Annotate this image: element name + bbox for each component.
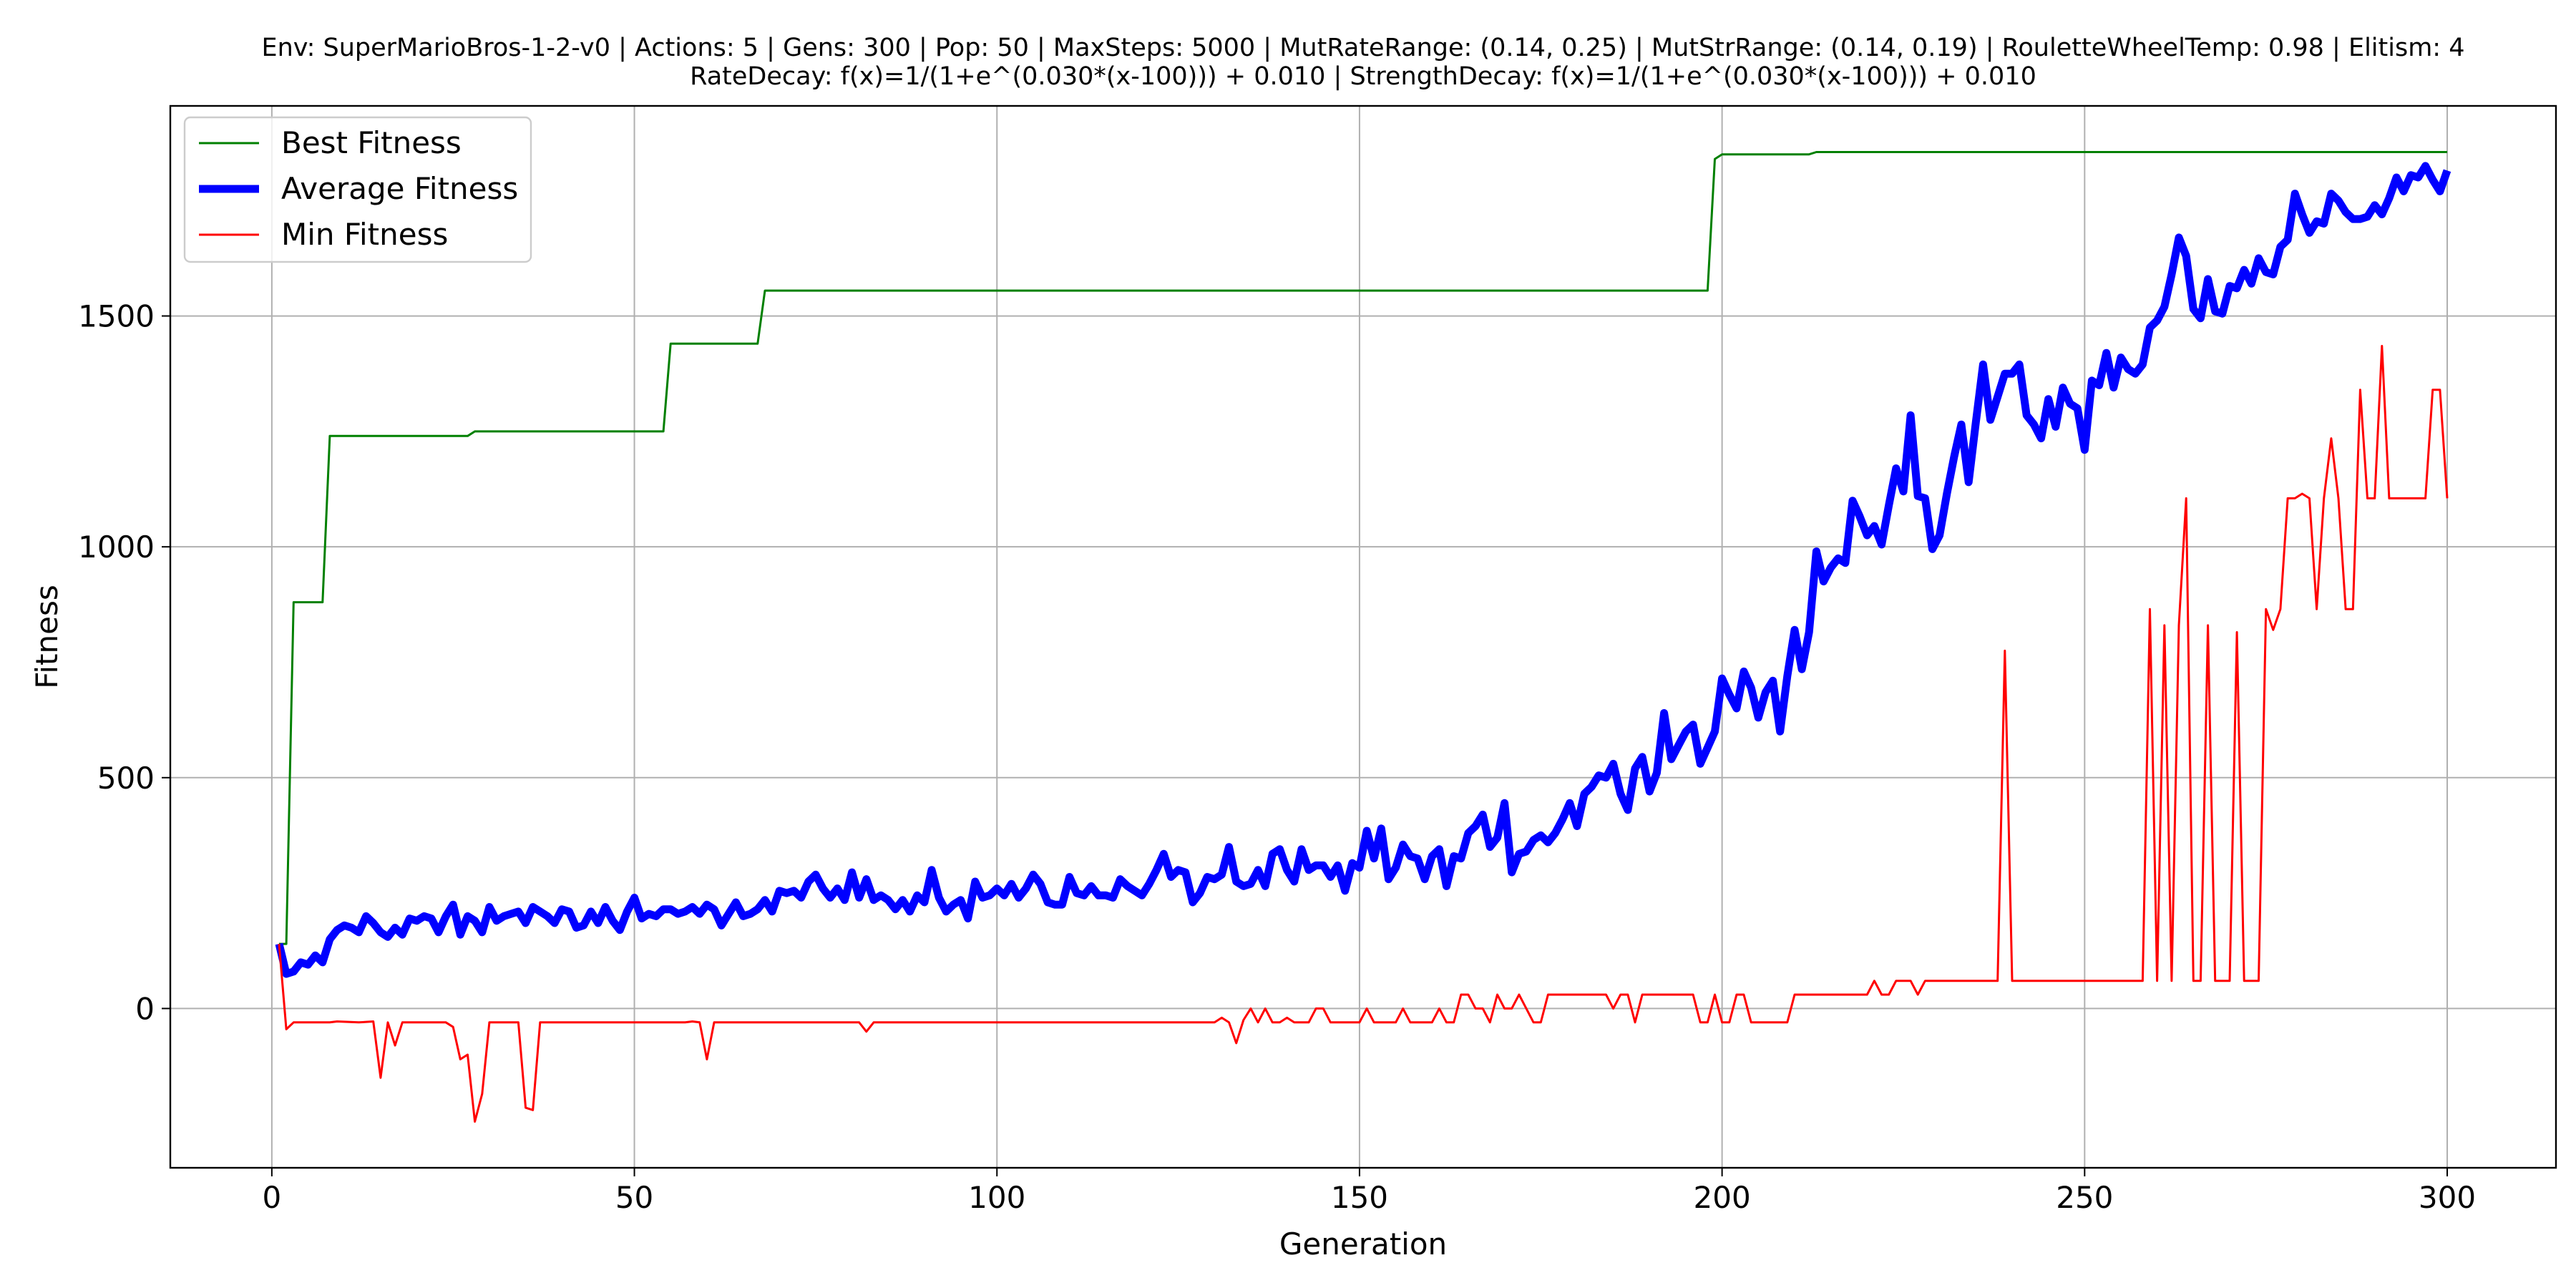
x-axis-label: Generation bbox=[1279, 1226, 1447, 1262]
y-tick-label: 0 bbox=[135, 991, 155, 1026]
x-tick-label: 100 bbox=[968, 1180, 1025, 1215]
legend-label-min: Min Fitness bbox=[281, 217, 448, 252]
x-tick-label: 150 bbox=[1331, 1180, 1388, 1215]
series-line-min-fitness bbox=[278, 345, 2449, 1123]
x-tick-label: 0 bbox=[263, 1180, 282, 1215]
legend-label-average: Average Fitness bbox=[281, 171, 518, 206]
x-tick-label: 200 bbox=[1694, 1180, 1751, 1215]
legend-label-best: Best Fitness bbox=[281, 125, 462, 160]
y-tick-label: 1000 bbox=[78, 530, 155, 565]
chart-title-line-1: Env: SuperMarioBros-1-2-v0 | Actions: 5 … bbox=[262, 34, 2465, 62]
series-lines bbox=[275, 151, 2451, 1123]
series-line-average-fitness bbox=[275, 162, 2451, 978]
y-tick-label: 500 bbox=[97, 761, 155, 796]
y-tick-label: 1500 bbox=[78, 299, 155, 334]
legend-box bbox=[183, 116, 532, 263]
series-line-best-fitness bbox=[279, 151, 2447, 945]
x-tick-label: 300 bbox=[2419, 1180, 2476, 1215]
x-tick-label: 250 bbox=[2056, 1180, 2113, 1215]
y-axis-label: Fitness bbox=[29, 585, 64, 688]
axis-ticks: 0 50 100 150 200 250 300 0 500 1000 1500 bbox=[78, 299, 2476, 1215]
legend: Best Fitness Average Fitness Min Fitness bbox=[183, 116, 532, 263]
plot-frame bbox=[169, 104, 2557, 1169]
x-tick-label: 50 bbox=[615, 1180, 653, 1215]
chart-title-line-2: RateDecay: f(x)=1/(1+e^(0.030*(x-100))) … bbox=[690, 62, 2036, 91]
